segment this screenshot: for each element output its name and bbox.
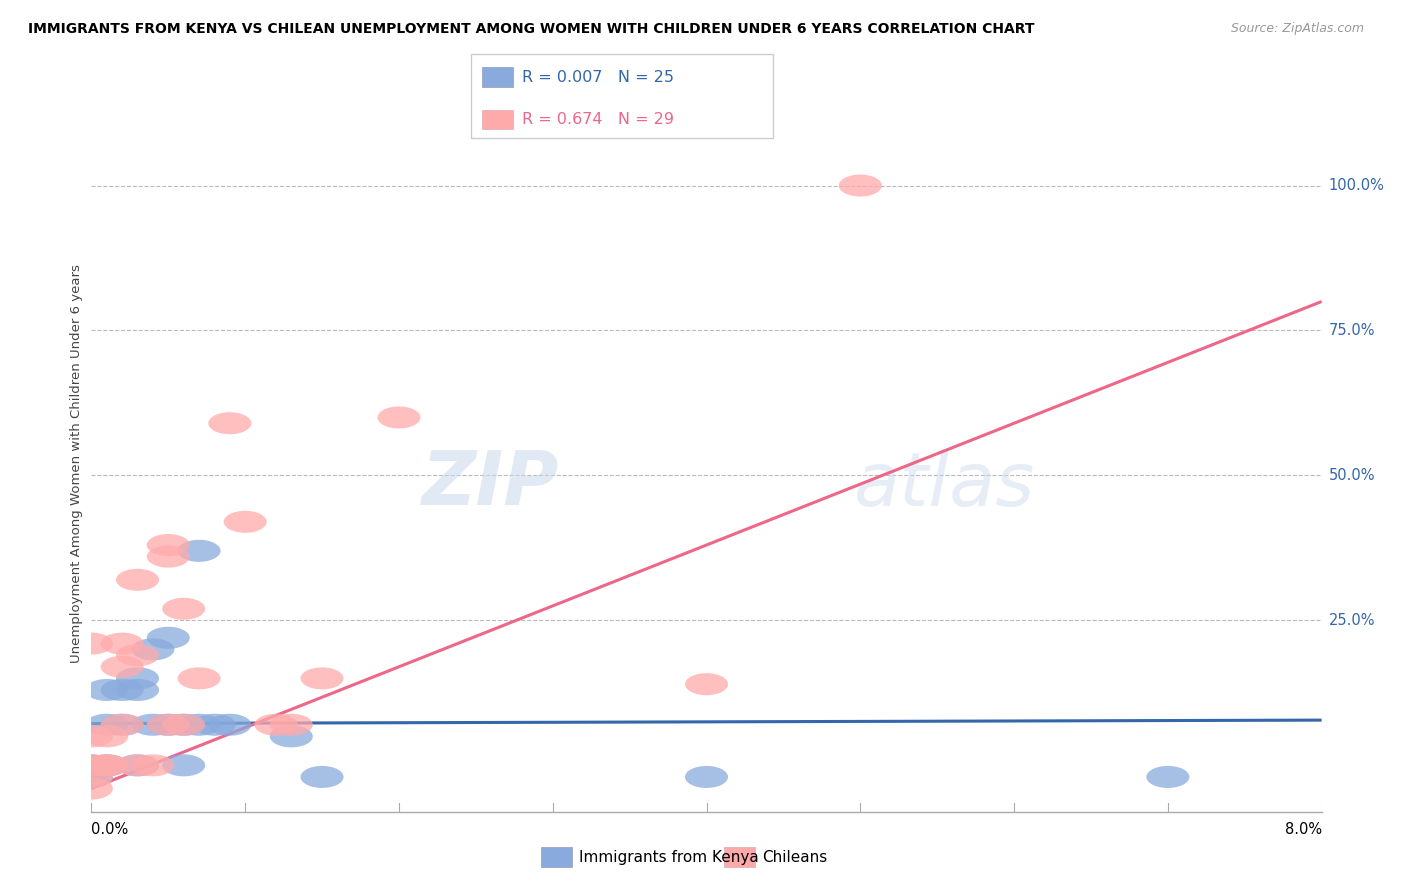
Text: IMMIGRANTS FROM KENYA VS CHILEAN UNEMPLOYMENT AMONG WOMEN WITH CHILDREN UNDER 6 : IMMIGRANTS FROM KENYA VS CHILEAN UNEMPLO…	[28, 22, 1035, 37]
Ellipse shape	[685, 673, 728, 695]
Ellipse shape	[70, 766, 112, 788]
Text: 25.0%: 25.0%	[1329, 613, 1375, 628]
Ellipse shape	[70, 755, 112, 776]
Ellipse shape	[86, 679, 128, 701]
Text: 100.0%: 100.0%	[1329, 178, 1385, 193]
Ellipse shape	[162, 714, 205, 736]
Ellipse shape	[115, 679, 159, 701]
Ellipse shape	[146, 714, 190, 736]
Ellipse shape	[177, 714, 221, 736]
Ellipse shape	[177, 540, 221, 562]
Ellipse shape	[685, 766, 728, 788]
Ellipse shape	[146, 546, 190, 567]
Ellipse shape	[146, 627, 190, 648]
Ellipse shape	[101, 714, 143, 736]
Ellipse shape	[208, 714, 252, 736]
Text: ZIP: ZIP	[422, 448, 558, 521]
Text: 0.0%: 0.0%	[91, 822, 128, 838]
Ellipse shape	[115, 755, 159, 776]
Text: 8.0%: 8.0%	[1285, 822, 1322, 838]
Ellipse shape	[70, 725, 112, 747]
Ellipse shape	[377, 407, 420, 428]
Text: Chileans: Chileans	[762, 850, 827, 864]
Ellipse shape	[270, 714, 312, 736]
Ellipse shape	[131, 755, 174, 776]
Ellipse shape	[86, 714, 128, 736]
Ellipse shape	[86, 755, 128, 776]
Ellipse shape	[101, 714, 143, 736]
Ellipse shape	[101, 632, 143, 655]
Ellipse shape	[115, 644, 159, 666]
Y-axis label: Unemployment Among Women with Children Under 6 years: Unemployment Among Women with Children U…	[70, 264, 83, 664]
Ellipse shape	[301, 667, 343, 690]
Ellipse shape	[101, 679, 143, 701]
Ellipse shape	[70, 766, 112, 788]
Ellipse shape	[115, 755, 159, 776]
Ellipse shape	[70, 632, 112, 655]
Ellipse shape	[224, 511, 267, 533]
Ellipse shape	[86, 755, 128, 776]
Ellipse shape	[146, 714, 190, 736]
Text: 75.0%: 75.0%	[1329, 323, 1375, 338]
Ellipse shape	[177, 667, 221, 690]
Ellipse shape	[162, 714, 205, 736]
Ellipse shape	[70, 755, 112, 776]
Text: Source: ZipAtlas.com: Source: ZipAtlas.com	[1230, 22, 1364, 36]
Ellipse shape	[70, 778, 112, 799]
Ellipse shape	[270, 725, 312, 747]
Ellipse shape	[839, 175, 882, 196]
Ellipse shape	[101, 656, 143, 678]
Ellipse shape	[115, 569, 159, 591]
Ellipse shape	[131, 714, 174, 736]
Ellipse shape	[162, 598, 205, 620]
Ellipse shape	[208, 412, 252, 434]
Ellipse shape	[162, 755, 205, 776]
Ellipse shape	[301, 766, 343, 788]
Text: Immigrants from Kenya: Immigrants from Kenya	[579, 850, 759, 864]
Ellipse shape	[254, 714, 298, 736]
Text: 50.0%: 50.0%	[1329, 468, 1375, 483]
Ellipse shape	[131, 639, 174, 660]
Ellipse shape	[1146, 766, 1189, 788]
Ellipse shape	[115, 667, 159, 690]
Ellipse shape	[86, 755, 128, 776]
Text: atlas: atlas	[853, 449, 1036, 521]
Ellipse shape	[146, 534, 190, 556]
Ellipse shape	[70, 760, 112, 782]
Ellipse shape	[86, 725, 128, 747]
Text: R = 0.007   N = 25: R = 0.007 N = 25	[522, 70, 673, 85]
Ellipse shape	[193, 714, 236, 736]
Text: R = 0.674   N = 29: R = 0.674 N = 29	[522, 112, 673, 127]
